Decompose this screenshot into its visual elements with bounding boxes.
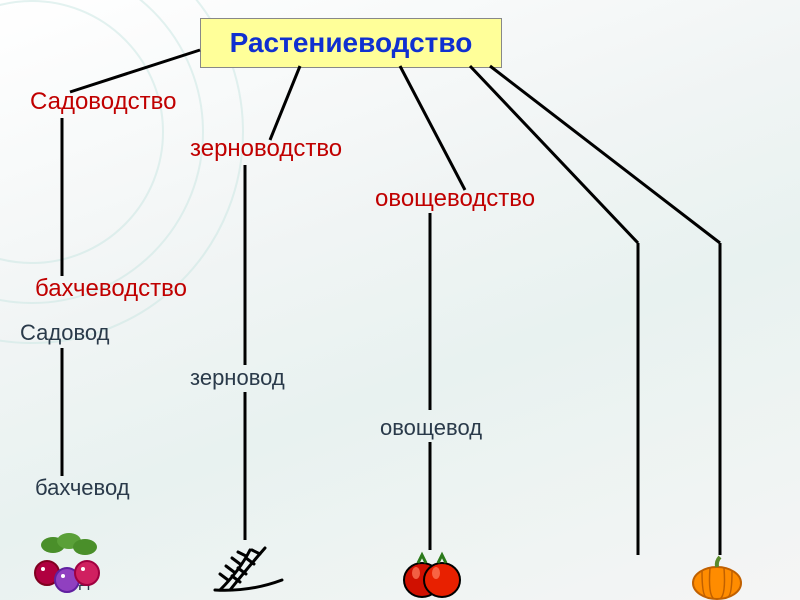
tomato-icon (400, 545, 465, 600)
branch-label-melon: бахчеводство (35, 275, 187, 303)
wheat-icon (210, 540, 290, 595)
person-label-grain: зерновод (190, 365, 285, 391)
pumpkin-icon (690, 555, 745, 600)
branch-label-grain: зерноводство (190, 135, 342, 163)
title-box: Растениеводство (200, 18, 502, 68)
berry-icon (25, 525, 110, 595)
branch-label-vegetable: овощеводство (375, 185, 535, 213)
branch-label-gardening: Садоводство (30, 88, 176, 116)
person-label-melon: бахчевод (35, 475, 130, 501)
person-label-gardener: Садовод (20, 320, 109, 346)
person-label-vegetable: овощевод (380, 415, 482, 441)
